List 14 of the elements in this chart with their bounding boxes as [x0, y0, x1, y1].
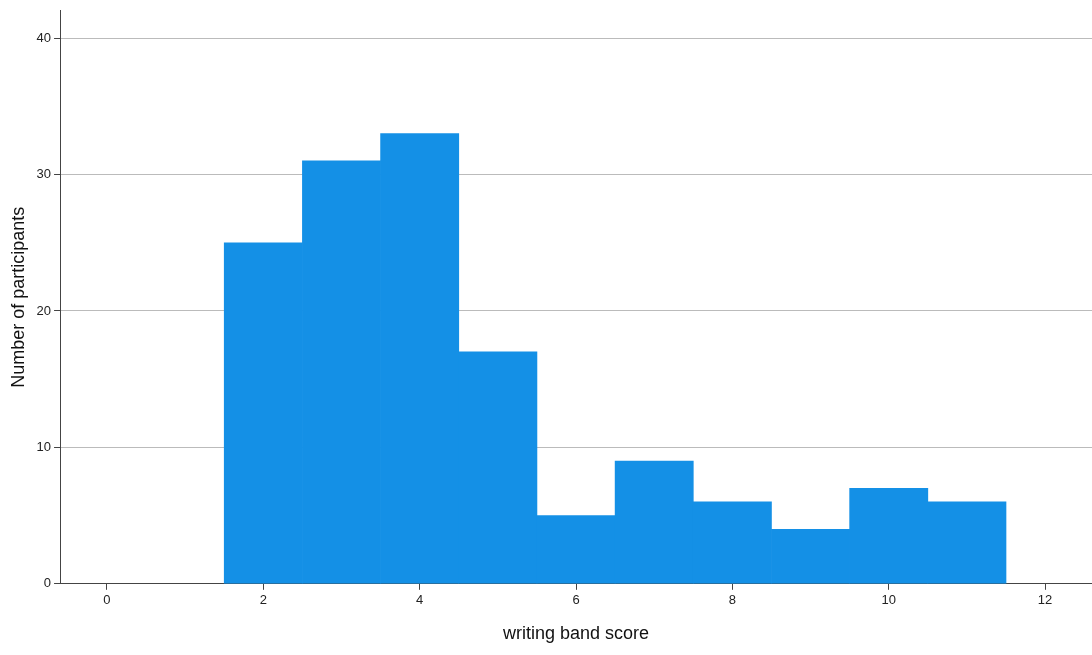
y-tick-label: 0 — [43, 575, 52, 591]
x-tick-label: 6 — [572, 592, 580, 608]
y-tick-label: 40 — [36, 29, 52, 45]
y-tick-label: 20 — [36, 302, 52, 318]
x-axis-title: writing band score — [501, 623, 650, 644]
x-tick-label: 0 — [103, 592, 111, 608]
x-tick-label: 10 — [881, 592, 896, 608]
x-tick-label: 4 — [416, 592, 424, 608]
y-tick-label: 10 — [36, 438, 52, 454]
x-tick-label: 8 — [728, 592, 736, 608]
x-tick-label: 12 — [1037, 592, 1053, 608]
y-tick-label: 30 — [36, 166, 52, 182]
x-tick-label: 2 — [259, 592, 267, 608]
y-axis-title: Number of participants — [7, 206, 28, 388]
